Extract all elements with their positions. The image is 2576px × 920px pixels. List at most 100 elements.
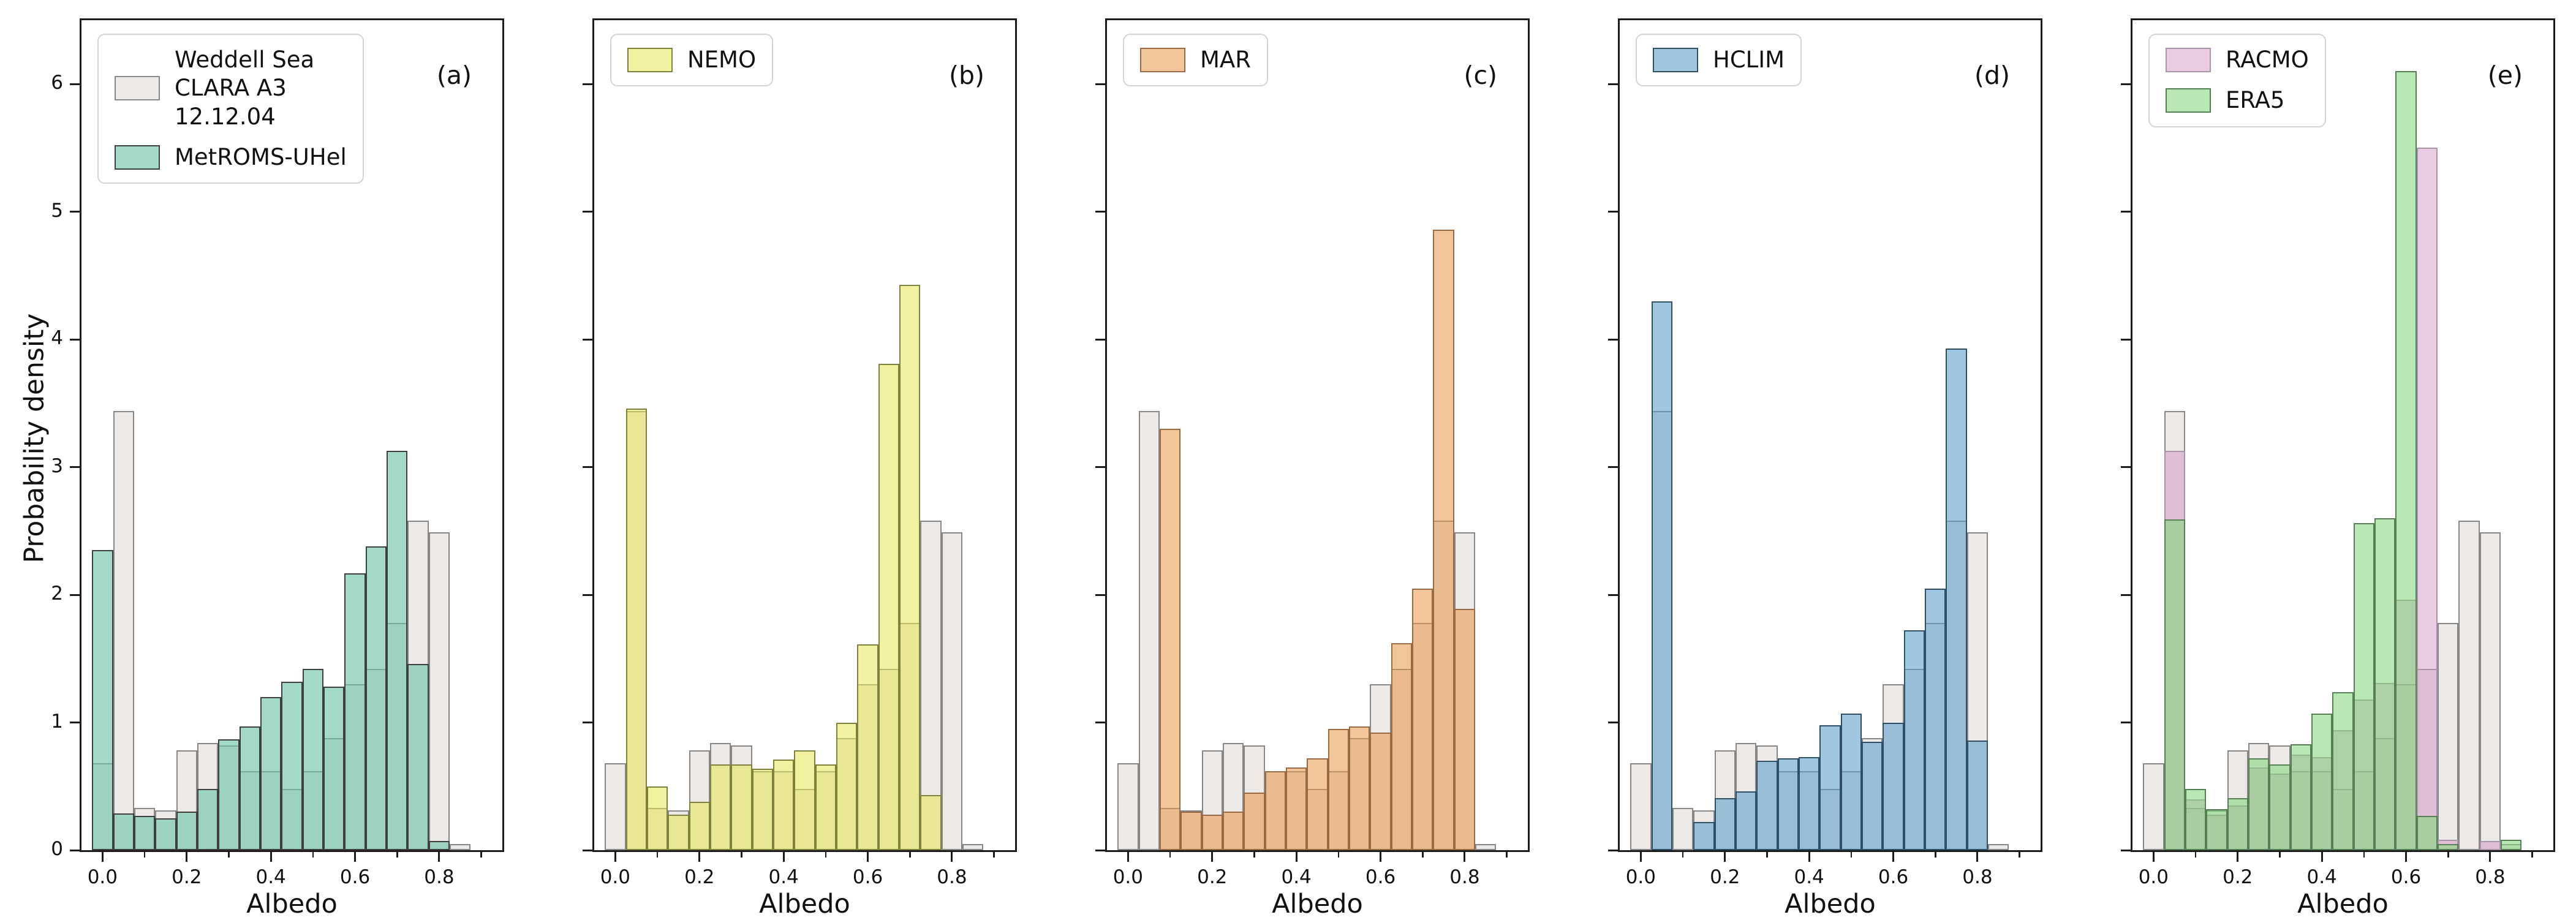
panel-a: 0 1 2 3 4 5 6 0.0 0.2 0.4 0.6 0.8 Albedo (a) Weddell S…: [51, 18, 504, 919]
x-tick-label: 0.2: [2223, 866, 2253, 888]
hclim-swatch-icon: [1653, 48, 1698, 73]
x-tick-label: 0.4: [2306, 866, 2337, 888]
x-minor-tick: [228, 852, 230, 858]
y-tick: [70, 83, 80, 85]
histogram-bar-clara: [450, 843, 471, 850]
histogram-bar-metroms: [239, 726, 260, 850]
y-tick-label: 2: [51, 583, 63, 605]
legend-label-hclim: HCLIM: [1713, 47, 1785, 73]
histogram-bar-nemo: [920, 795, 942, 850]
histogram-bar-hclim: [1798, 756, 1820, 850]
y-tick: [1095, 594, 1105, 596]
era5-swatch-icon: [2166, 88, 2211, 113]
histogram-bar-hclim: [1966, 740, 1989, 850]
y-tick: [583, 722, 592, 724]
x-minor-tick: [1682, 852, 1684, 858]
histogram-bar-era5: [2501, 840, 2522, 850]
histogram-bar-racmo: [2416, 148, 2438, 850]
histogram-bar-clara: [605, 763, 626, 850]
x-minor-tick: [1253, 852, 1255, 858]
y-tick: [583, 466, 592, 469]
x-tick-label: 0.4: [1281, 866, 1312, 888]
x-tick-label: 0.2: [1197, 866, 1228, 888]
x-tick-label: 0.2: [684, 866, 715, 888]
x-tick-label: 0.2: [172, 866, 202, 888]
y-tick: [2121, 338, 2131, 341]
x-tick: [1724, 852, 1726, 862]
legend-item-nemo: NEMO: [627, 46, 756, 74]
legend-item-racmo: RACMO: [2166, 46, 2309, 74]
x-tick-label: 0.6: [1878, 866, 1909, 888]
clara-swatch-icon: [115, 76, 160, 101]
histogram-bar-clara: [1138, 410, 1160, 850]
x-tick: [186, 852, 188, 862]
y-tick: [70, 338, 80, 341]
x-axis-label: Albedo: [2297, 889, 2389, 919]
histogram-bar-clara: [2458, 521, 2480, 850]
x-minor-tick: [1337, 852, 1340, 858]
histogram-bar-nemo: [752, 768, 773, 850]
x-axis-label: Albedo: [1272, 889, 1363, 919]
x-minor-tick: [1169, 852, 1171, 858]
x-tick: [867, 852, 869, 862]
histogram-bar-nemo: [709, 764, 731, 850]
histogram-bar-clara: [941, 532, 963, 850]
histogram-bar-racmo: [2479, 841, 2501, 850]
y-tick-label: 6: [51, 72, 63, 94]
y-tick: [1608, 594, 1618, 596]
nemo-swatch-icon: [627, 48, 673, 73]
x-axis-label: Albedo: [759, 889, 850, 919]
legend-d: HCLIM: [1636, 34, 1802, 87]
histogram-bar-metroms: [387, 450, 408, 850]
x-tick: [1892, 852, 1895, 862]
histogram-bar-nemo: [731, 764, 752, 850]
y-tick: [1608, 849, 1618, 851]
histogram-bar-mar: [1180, 812, 1202, 850]
histogram-bar-metroms: [428, 841, 450, 850]
histogram-bar-metroms: [344, 573, 366, 850]
x-tick: [1976, 852, 1979, 862]
histogram-bar-mar: [1285, 767, 1307, 850]
histogram-bar-metroms: [155, 818, 176, 850]
legend-b: NEMO: [610, 34, 774, 87]
histogram-bar-metroms: [197, 788, 219, 850]
histogram-bar-clara: [428, 532, 450, 850]
histogram-bar-clara: [1630, 763, 1652, 850]
x-tick: [354, 852, 357, 862]
histogram-bar-hclim: [1693, 822, 1715, 850]
x-tick-label: 0.4: [255, 866, 286, 888]
histogram-bar-clara: [2479, 532, 2501, 850]
panel-d: 0.0 0.2 0.4 0.6 0.8 Albedo (d) HCLIM: [1608, 18, 2042, 919]
x-tick-label: 0.0: [600, 866, 631, 888]
x-minor-tick: [2279, 852, 2281, 858]
histogram-bar-hclim: [1903, 630, 1925, 850]
x-minor-tick: [1506, 852, 1508, 858]
y-tick: [1095, 83, 1105, 85]
panel-letter-b: (b): [948, 61, 984, 90]
y-tick: [583, 849, 592, 851]
histogram-bar-era5: [2248, 758, 2270, 850]
x-tick: [698, 852, 701, 862]
x-minor-tick: [2531, 852, 2533, 858]
histogram-bar-era5: [2290, 744, 2311, 850]
histogram-bar-nemo: [794, 750, 815, 850]
histogram-bar-mar: [1307, 758, 1328, 850]
histogram-bar-mar: [1412, 588, 1433, 850]
legend-item-hclim: HCLIM: [1653, 46, 1785, 74]
histogram-bar-era5: [2353, 523, 2375, 850]
histogram-bar-era5: [2395, 71, 2417, 850]
histogram-bar-mar: [1328, 728, 1350, 850]
y-tick: [1095, 211, 1105, 213]
legend-label-clara: Weddell Sea CLARA A3 12.12.04: [175, 47, 315, 130]
x-tick: [1808, 852, 1810, 862]
histogram-bar-nemo: [899, 284, 921, 850]
x-tick: [1464, 852, 1466, 862]
legend-label-era5: ERA5: [2226, 87, 2285, 114]
histogram-bar-mar: [1349, 726, 1370, 850]
x-tick-label: 0.0: [1112, 866, 1144, 888]
mar-swatch-icon: [1140, 48, 1185, 73]
y-tick: [583, 338, 592, 341]
histogram-bar-clara: [1475, 843, 1497, 850]
legend-e: RACMO ERA5: [2148, 34, 2326, 127]
histogram-bar-metroms: [302, 669, 324, 850]
